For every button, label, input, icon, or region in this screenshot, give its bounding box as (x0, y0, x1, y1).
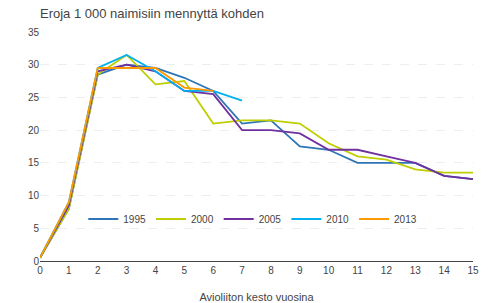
svg-text:4: 4 (153, 265, 159, 276)
svg-text:2013: 2013 (394, 214, 417, 225)
svg-text:9: 9 (297, 265, 303, 276)
svg-text:8: 8 (268, 265, 274, 276)
svg-text:3: 3 (124, 265, 130, 276)
svg-text:5: 5 (33, 223, 39, 234)
svg-text:20: 20 (28, 125, 40, 136)
svg-text:7: 7 (239, 265, 245, 276)
svg-text:1: 1 (66, 265, 72, 276)
svg-text:0: 0 (37, 265, 43, 276)
svg-text:12: 12 (381, 265, 393, 276)
svg-text:11: 11 (352, 265, 363, 276)
svg-text:15: 15 (28, 157, 40, 168)
svg-text:14: 14 (439, 265, 451, 276)
svg-text:35: 35 (28, 27, 40, 38)
svg-text:Avioliiton kesto vuosina: Avioliiton kesto vuosina (199, 291, 314, 303)
svg-text:10: 10 (323, 265, 335, 276)
svg-text:30: 30 (28, 59, 40, 70)
svg-text:2005: 2005 (259, 214, 282, 225)
svg-text:6: 6 (210, 265, 216, 276)
svg-text:0: 0 (33, 256, 39, 267)
svg-text:2: 2 (95, 265, 101, 276)
svg-text:13: 13 (410, 265, 422, 276)
svg-text:Eroja 1 000 naimisiin mennyttä: Eroja 1 000 naimisiin mennyttä kohden (40, 6, 264, 21)
svg-text:10: 10 (28, 190, 40, 201)
svg-text:15: 15 (467, 265, 479, 276)
svg-text:2000: 2000 (191, 214, 214, 225)
svg-text:5: 5 (182, 265, 188, 276)
svg-text:1995: 1995 (123, 214, 146, 225)
svg-text:25: 25 (28, 92, 40, 103)
svg-text:2010: 2010 (326, 214, 349, 225)
